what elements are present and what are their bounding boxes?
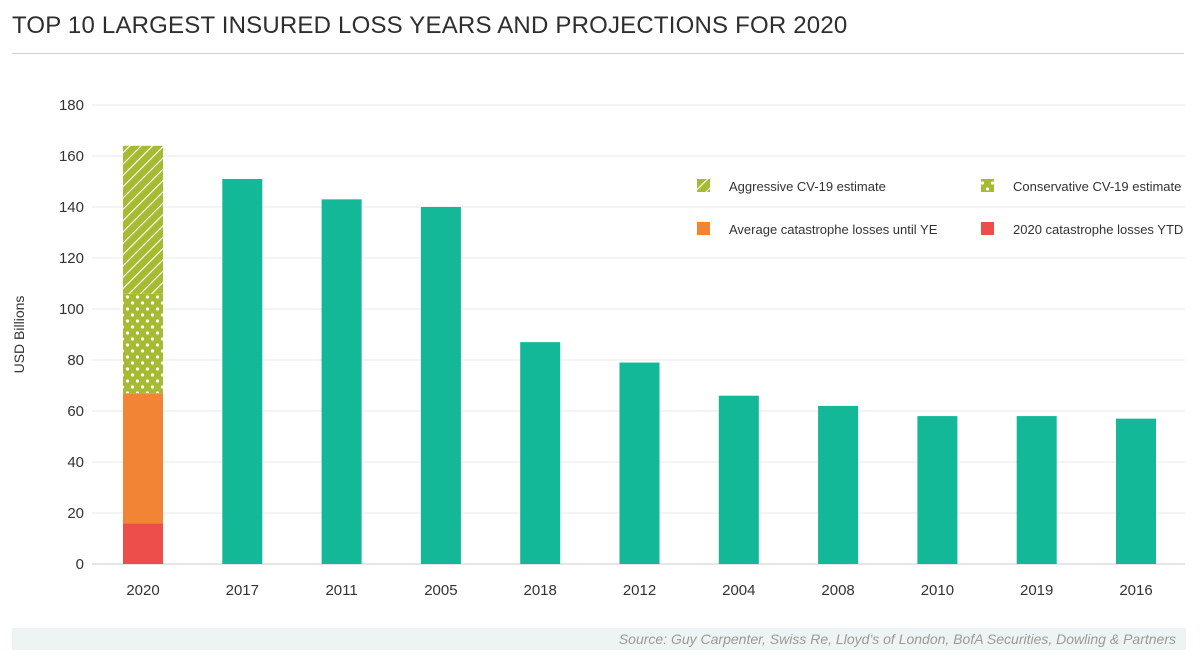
legend-label-aggressive: Aggressive CV-19 estimate	[729, 179, 886, 194]
bar-2008	[818, 405, 859, 564]
x-tick-label: 2008	[821, 582, 854, 599]
legend: Aggressive CV-19 estimate Conservative CV…	[697, 179, 1183, 237]
bar-2010	[917, 416, 958, 564]
bar-chart: 0 20 40 60 80 100 120 140 160 180 USD Billions 20…	[11, 97, 1185, 599]
legend-swatch-ytd	[981, 222, 994, 235]
bars	[123, 145, 1156, 564]
x-tick-label: 2017	[226, 582, 259, 599]
y-tick-label: 40	[67, 454, 84, 471]
bar-2020-aggressive	[123, 145, 163, 294]
bar-2019	[1016, 416, 1057, 564]
title-divider	[12, 53, 1184, 54]
bar-2020-conservative	[123, 293, 163, 394]
y-tick-label: 120	[59, 250, 84, 267]
source-footer: Source: Guy Carpenter, Swiss Re, Lloyd’s…	[12, 628, 1186, 650]
x-tick-label: 2012	[623, 582, 656, 599]
y-tick-label: 180	[59, 97, 84, 114]
legend-swatch-aggressive	[697, 179, 710, 192]
y-tick-label: 140	[59, 199, 84, 216]
bar-2004	[718, 395, 759, 564]
legend-label-conservative: Conservative CV-19 estimate	[1013, 179, 1181, 194]
y-tick-label: 20	[67, 505, 84, 522]
bar-2005	[420, 207, 461, 564]
y-tick-label: 100	[59, 301, 84, 318]
y-tick-label: 80	[67, 352, 84, 369]
x-tick-label: 2005	[424, 582, 457, 599]
y-axis-label: USD Billions	[11, 296, 27, 374]
legend-swatch-average	[697, 222, 710, 235]
source-note: Source: Guy Carpenter, Swiss Re, Lloyd’s…	[618, 631, 1176, 647]
y-tick-label: 160	[59, 148, 84, 165]
y-tick-label: 0	[76, 556, 84, 573]
bar-2016	[1116, 418, 1156, 564]
x-tick-label: 2020	[126, 582, 159, 599]
legend-label-ytd: 2020 catastrophe losses YTD	[1013, 222, 1183, 237]
legend-swatch-conservative	[981, 179, 994, 192]
x-tick-label: 2004	[722, 582, 755, 599]
y-tick-label: 60	[67, 403, 84, 420]
x-tick-label: 2018	[524, 582, 557, 599]
gridlines	[92, 104, 1185, 565]
bar-2017	[222, 178, 263, 564]
x-tick-label: 2011	[325, 582, 357, 599]
x-tick-label: 2016	[1119, 582, 1152, 599]
bar-2018	[520, 342, 561, 564]
x-tick-label: 2010	[921, 582, 954, 599]
bar-2020-average	[123, 393, 163, 524]
legend-label-average: Average catastrophe losses until YE	[729, 222, 938, 237]
y-tick-labels: 0 20 40 60 80 100 120 140 160 180	[59, 97, 84, 573]
x-tick-label: 2019	[1020, 582, 1053, 599]
bar-2012	[619, 362, 660, 564]
bar-2011	[321, 199, 362, 564]
bar-2020-ytd	[123, 523, 163, 564]
chart-title: TOP 10 LARGEST INSURED LOSS YEARS AND PR…	[12, 12, 848, 39]
x-tick-labels: 2020 2017 2011 2005 2018 2012 2004 2008 2010 2019…	[126, 582, 1152, 599]
